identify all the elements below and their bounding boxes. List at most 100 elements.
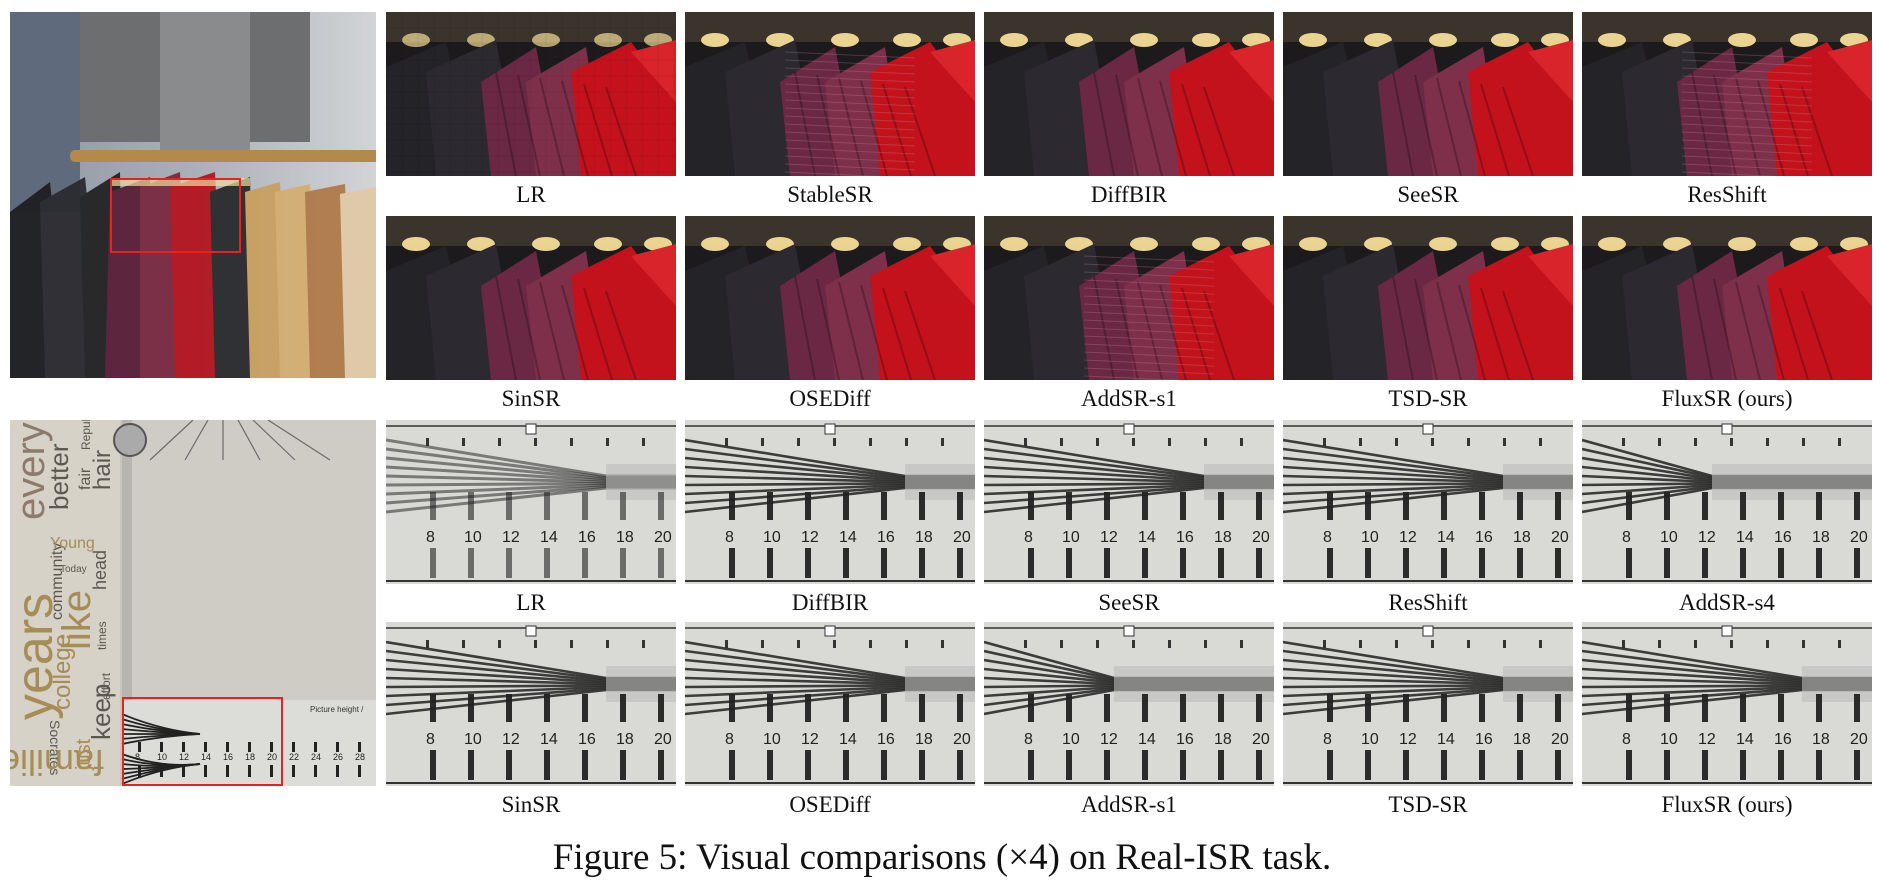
chart-tick-label: 10 — [1062, 731, 1080, 748]
chart-tick-label: 14 — [1138, 731, 1156, 748]
panel-image: 8 10 12 14 16 18 20 — [1582, 622, 1872, 786]
chart-tick-label: 18 — [616, 731, 634, 748]
chart-tick-label: 8 — [1622, 529, 1631, 546]
panel-image — [1582, 216, 1872, 380]
panel-image: 8 10 12 14 16 18 20 — [984, 420, 1274, 584]
overview-tick-label: 28 — [355, 752, 365, 762]
overview-word: hair — [89, 450, 116, 490]
chart-tick-label: 10 — [1660, 529, 1678, 546]
chart-tick-label: 20 — [953, 529, 971, 546]
chart-tick-label: 12 — [1698, 529, 1716, 546]
comparison-panel — [1582, 216, 1872, 380]
chart-tick-label: 8 — [1323, 731, 1332, 748]
chart-tick-label: 10 — [464, 731, 482, 748]
method-label: LR — [516, 182, 546, 207]
chart-tick-label: 10 — [1361, 529, 1379, 546]
chart-tick-label: 18 — [1513, 529, 1531, 546]
chart-tick-label: 12 — [1399, 731, 1417, 748]
chart-tick-label: 14 — [1736, 529, 1754, 546]
comparison-panel — [685, 216, 975, 380]
method-label: LR — [516, 590, 546, 615]
comparison-panel: 8 10 12 14 16 18 20 — [386, 622, 676, 786]
overview-word: just — [73, 738, 95, 771]
chart-tick-label: 14 — [839, 529, 857, 546]
method-label: ResShift — [1687, 182, 1767, 207]
chart-tick-label: 12 — [1100, 731, 1118, 748]
overview-word: families — [10, 742, 104, 783]
chart-tick-label: 14 — [1437, 529, 1455, 546]
chart-tick-label: 8 — [1622, 731, 1631, 748]
chart-tick-label: 18 — [915, 529, 933, 546]
panel-image: 8 10 12 14 16 18 20 — [1283, 420, 1573, 584]
chart-tick-label: 14 — [839, 731, 857, 748]
comparison-panel: 8 10 12 14 16 18 20 — [1283, 622, 1573, 786]
method-label: FluxSR (ours) — [1661, 792, 1793, 817]
chart-tick-label: 18 — [1513, 731, 1531, 748]
method-label: OSEDiff — [789, 386, 871, 411]
panel-image — [1283, 12, 1573, 176]
panel-image — [984, 216, 1274, 380]
method-label: SeeSR — [1397, 182, 1459, 207]
comparison-panel — [685, 12, 975, 176]
comparison-panel — [1283, 12, 1573, 176]
chart-tick-label: 12 — [502, 529, 520, 546]
comparison-panel — [386, 12, 676, 176]
chart-tick-label: 20 — [1252, 529, 1270, 546]
chart-tick-label: 16 — [877, 731, 895, 748]
chart-tick-label: 20 — [953, 731, 971, 748]
overview-tick-label: 24 — [311, 752, 321, 762]
chart-tick-label: 20 — [1551, 731, 1569, 748]
method-label: OSEDiff — [789, 792, 871, 817]
overview-picture-label: Picture height / — [310, 705, 364, 714]
method-label: ResShift — [1388, 590, 1468, 615]
comparison-panel: 8 10 12 14 16 18 20 — [984, 622, 1274, 786]
chart-tick-label: 8 — [725, 529, 734, 546]
chart-tick-label: 12 — [801, 731, 819, 748]
method-label: TSD-SR — [1388, 386, 1468, 411]
chart-tick-label: 14 — [1437, 731, 1455, 748]
figure-caption: Figure 5: Visual comparisons (×4) on Rea… — [552, 837, 1332, 878]
overview-word: keep — [86, 684, 116, 740]
comparison-panel: 8 10 12 14 16 18 20 — [1582, 622, 1872, 786]
chart-tick-label: 20 — [654, 731, 672, 748]
comparison-panel — [1582, 12, 1872, 176]
panel-image: 8 10 12 14 16 18 20 — [685, 420, 975, 584]
chart-tick-label: 10 — [763, 731, 781, 748]
chart-tick-label: 16 — [578, 529, 596, 546]
panel-image: 8 10 12 14 16 18 20 — [386, 622, 676, 786]
chart-tick-label: 8 — [1024, 529, 1033, 546]
overview-word: years — [10, 593, 64, 720]
overview-tick-label: 10 — [157, 752, 167, 762]
overview-tick-label: 16 — [223, 752, 233, 762]
chart-tick-label: 8 — [725, 731, 734, 748]
overview-tick-label: 26 — [333, 752, 343, 762]
chart-tick-label: 8 — [426, 731, 435, 748]
method-label: SinSR — [501, 792, 561, 817]
chart-tick-label: 16 — [877, 529, 895, 546]
overview-tick-label: 20 — [267, 752, 277, 762]
method-label: SeeSR — [1098, 590, 1160, 615]
chart-tick-label: 20 — [1850, 731, 1868, 748]
chart-tick-label: 20 — [1252, 731, 1270, 748]
comparison-panel: 8 10 12 14 16 18 20 — [1283, 420, 1573, 584]
comparison-panel: 8 10 12 14 16 18 20 — [685, 420, 975, 584]
chart-tick-label: 10 — [464, 529, 482, 546]
chart-tick-label: 14 — [1138, 529, 1156, 546]
method-label: AddSR-s4 — [1679, 590, 1775, 615]
comparison-panel — [386, 216, 676, 380]
overview-tick-label: 14 — [201, 752, 211, 762]
chart-tick-label: 12 — [1698, 731, 1716, 748]
method-label: DiffBIR — [1090, 182, 1168, 207]
chart-tick-label: 18 — [1214, 731, 1232, 748]
comparison-panel: 8 10 12 14 16 18 20 — [386, 420, 676, 584]
overview-tick-label: 8 — [135, 752, 140, 762]
overview-image-chart: years every better fair Republic hair co… — [10, 420, 376, 786]
overview-tick-label: 22 — [289, 752, 299, 762]
chart-tick-label: 8 — [1024, 731, 1033, 748]
comparison-panel: 8 10 12 14 16 18 20 — [1582, 420, 1872, 584]
method-label: FluxSR (ours) — [1661, 386, 1793, 411]
overview-word: Republic — [79, 420, 93, 450]
chart-tick-label: 16 — [1774, 529, 1792, 546]
chart-tick-label: 16 — [1176, 731, 1194, 748]
comparison-panel — [984, 12, 1274, 176]
